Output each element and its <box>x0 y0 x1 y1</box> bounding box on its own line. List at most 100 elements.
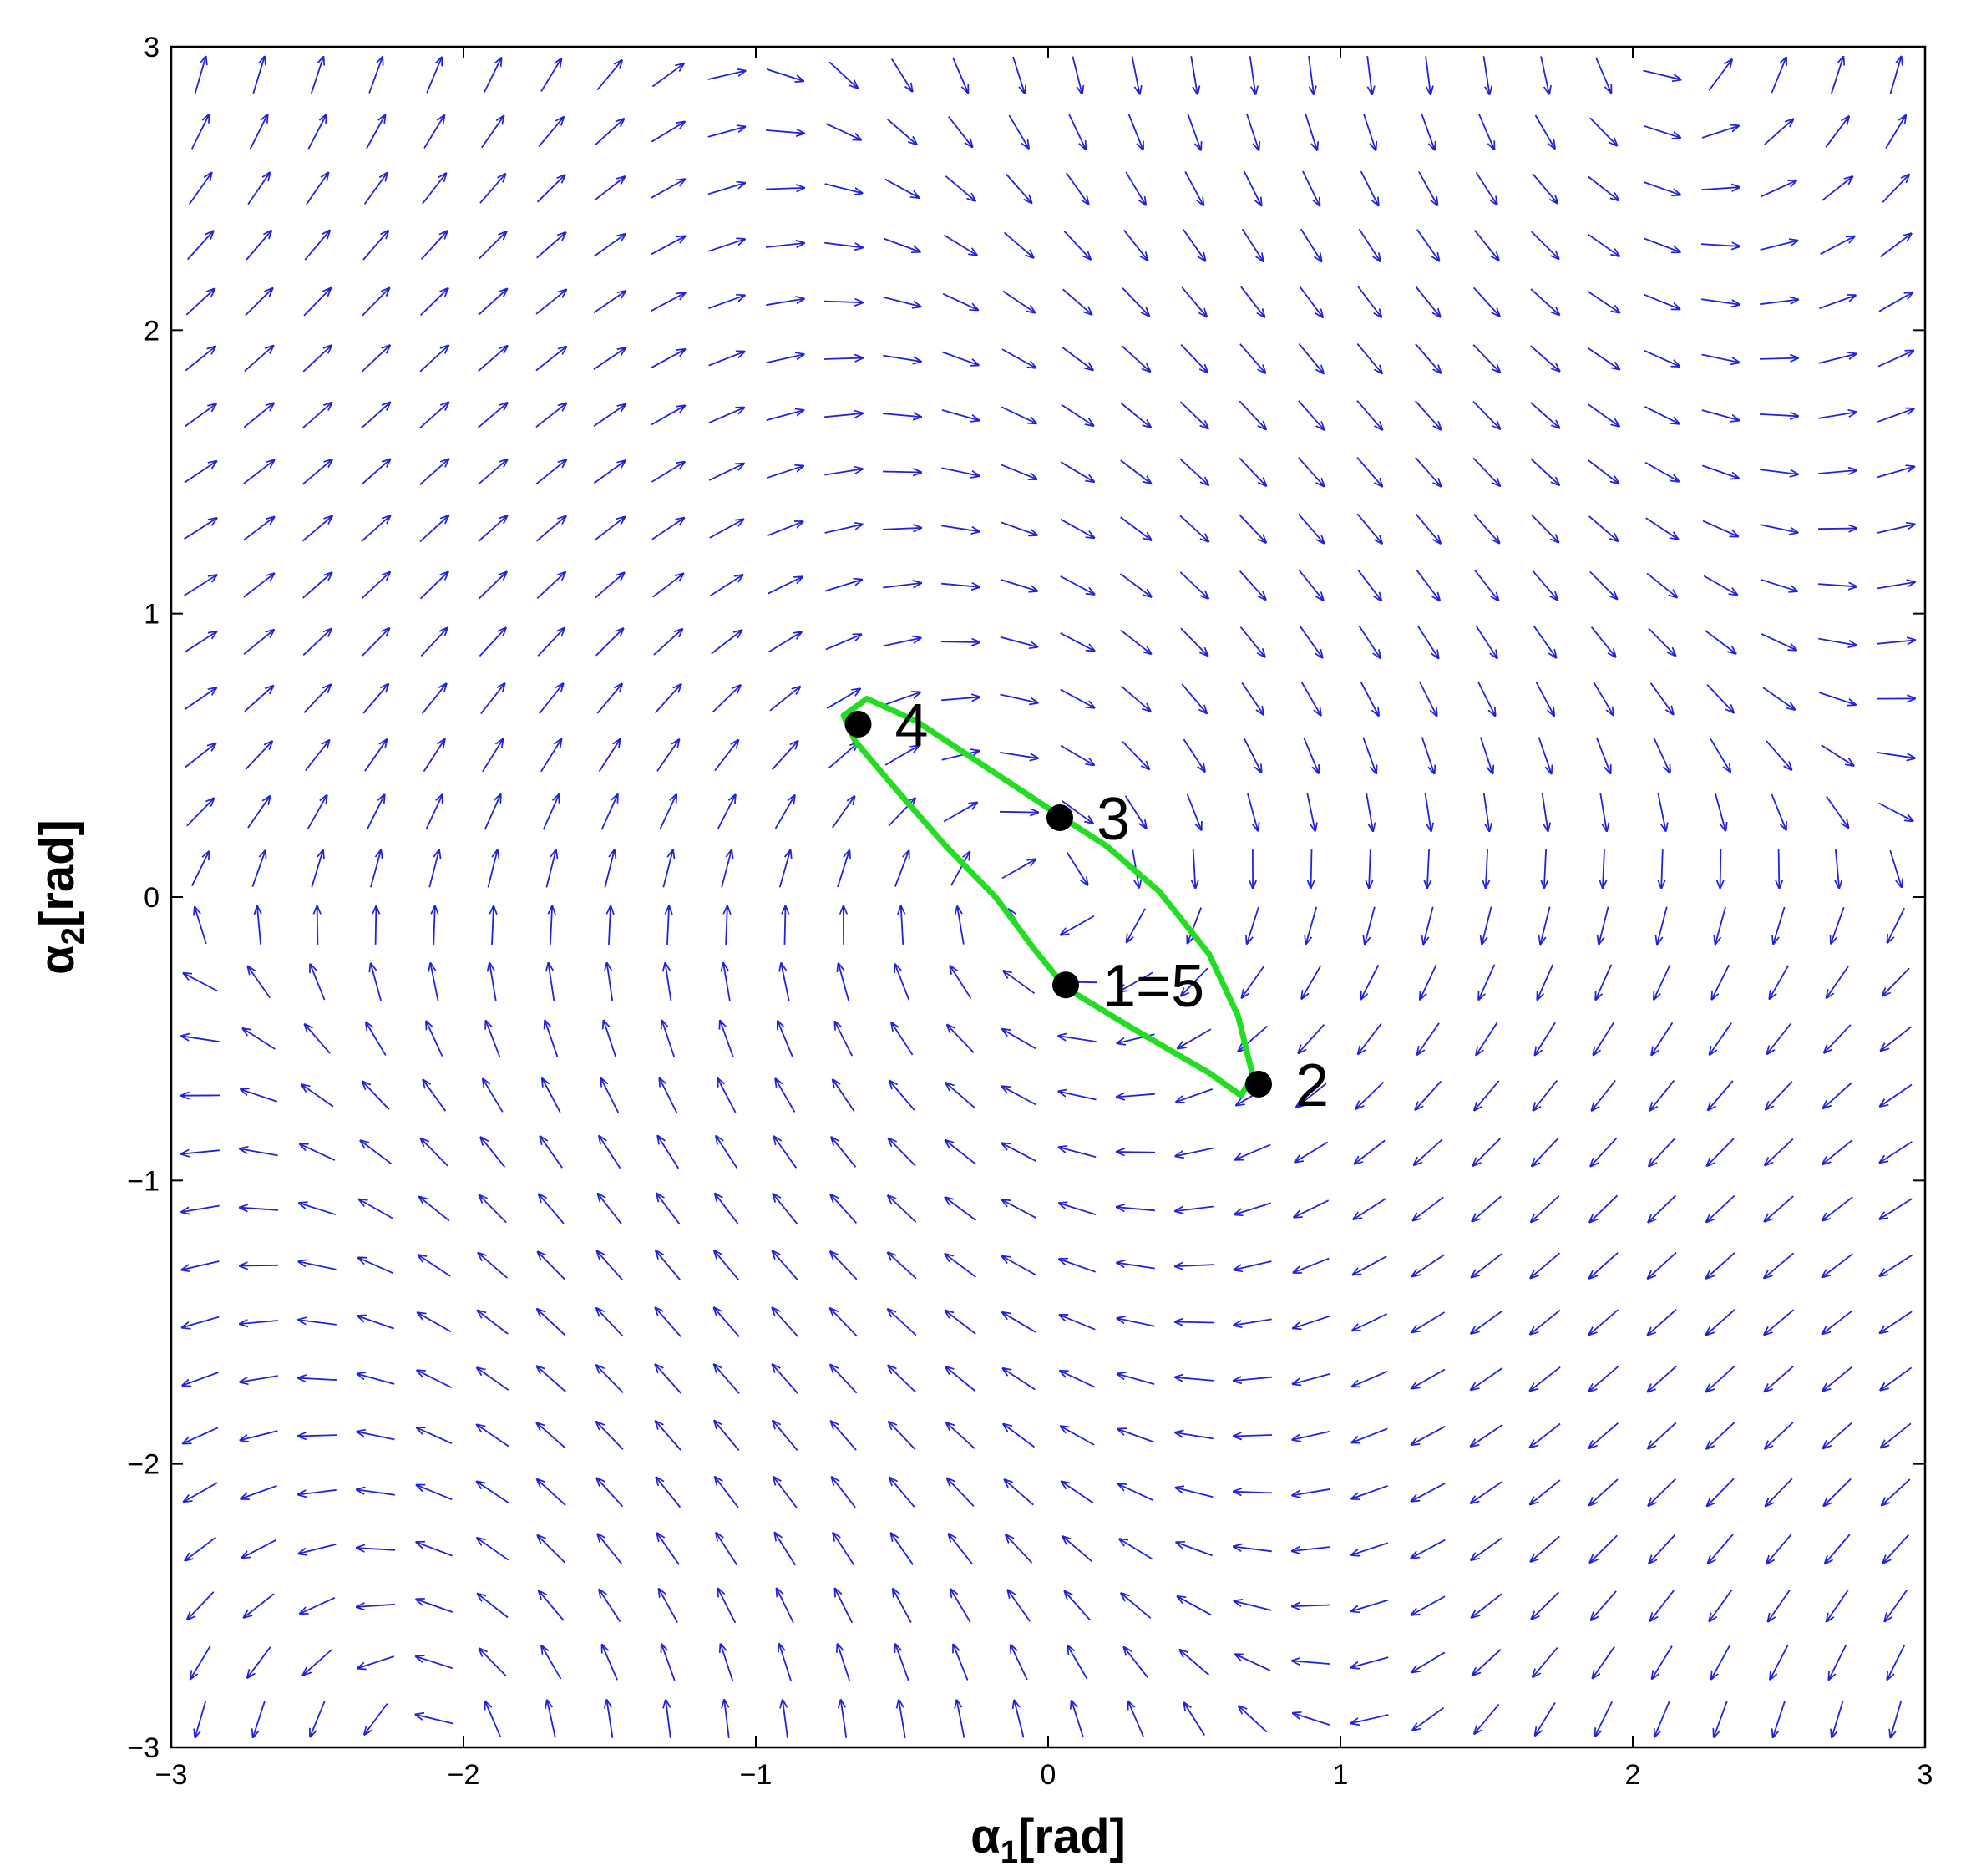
field-arrow <box>1117 1152 1156 1153</box>
field-arrow <box>1472 400 1500 429</box>
field-arrow <box>953 1645 969 1681</box>
field-arrow <box>1188 907 1203 944</box>
field-arrow <box>1351 1599 1389 1611</box>
field-arrow <box>1234 1435 1273 1437</box>
field-arrow <box>884 237 920 252</box>
field-arrow <box>1531 1252 1561 1278</box>
field-arrow <box>1760 300 1798 306</box>
field-arrow <box>594 177 625 201</box>
field-arrow <box>1418 681 1437 716</box>
field-arrow <box>1818 470 1857 474</box>
field-arrow <box>1533 1080 1558 1111</box>
field-arrow <box>542 1078 561 1113</box>
field-arrow <box>420 628 447 657</box>
field-arrow <box>299 1544 337 1554</box>
vector-field <box>181 56 1915 1738</box>
field-arrow <box>596 60 621 91</box>
field-arrow <box>184 461 216 484</box>
field-arrow <box>1352 1370 1388 1387</box>
field-arrow <box>1471 1480 1503 1503</box>
field-arrow <box>1059 1259 1097 1273</box>
field-arrow <box>1471 1537 1503 1560</box>
field-arrow <box>417 1485 453 1501</box>
field-arrow <box>363 173 388 205</box>
field-arrow <box>188 173 212 205</box>
field-arrow <box>1193 849 1196 888</box>
field-arrow <box>1822 1196 1853 1220</box>
field-arrow <box>1175 1265 1214 1266</box>
field-arrow <box>1882 1478 1911 1505</box>
field-arrow <box>298 1488 337 1495</box>
field-arrow <box>428 850 439 888</box>
field-arrow <box>545 1021 559 1057</box>
field-arrow <box>1530 1479 1561 1504</box>
field-arrow <box>1593 682 1614 716</box>
field-arrow <box>1535 1022 1556 1055</box>
field-arrow <box>596 1422 624 1450</box>
field-arrow <box>884 178 919 198</box>
field-arrow <box>1818 412 1856 419</box>
field-arrow <box>1296 1083 1327 1108</box>
field-arrow <box>1708 59 1731 91</box>
field-arrow <box>1472 457 1500 485</box>
field-arrow <box>1649 682 1674 714</box>
field-arrow <box>1415 457 1441 487</box>
field-arrow <box>1880 234 1912 258</box>
field-arrow <box>357 1489 395 1496</box>
field-arrow <box>540 739 561 773</box>
field-arrow <box>1587 347 1619 369</box>
field-arrow <box>421 1138 448 1167</box>
field-arrow <box>1475 171 1497 205</box>
field-arrow <box>240 1321 278 1324</box>
field-arrow <box>536 572 565 600</box>
field-arrow <box>1531 1194 1560 1222</box>
field-arrow <box>545 850 555 888</box>
field-arrow <box>535 290 566 315</box>
field-arrow <box>1877 640 1915 643</box>
field-arrow <box>479 1253 508 1279</box>
field-arrow <box>1239 400 1265 429</box>
field-arrow <box>300 1144 336 1161</box>
field-arrow <box>1649 1478 1677 1506</box>
field-arrow <box>948 116 972 147</box>
field-arrow <box>419 403 448 429</box>
field-arrow <box>362 684 388 714</box>
field-arrow <box>1877 582 1914 590</box>
field-arrow <box>1588 515 1619 541</box>
field-arrow <box>600 794 618 830</box>
field-arrow <box>598 1534 623 1564</box>
field-arrow <box>1472 1253 1502 1277</box>
field-arrow <box>184 1482 218 1502</box>
field-arrow <box>362 1082 390 1110</box>
field-arrow <box>661 1645 676 1681</box>
field-arrow <box>1765 1138 1794 1165</box>
field-arrow <box>1822 1253 1853 1277</box>
field-arrow <box>538 117 564 147</box>
field-arrow <box>721 1644 734 1681</box>
field-arrow <box>777 1589 794 1624</box>
field-arrow <box>1652 1645 1673 1679</box>
field-arrow <box>185 289 215 316</box>
field-arrow <box>1292 1547 1330 1551</box>
field-arrow <box>1822 1366 1853 1391</box>
field-arrow <box>1720 849 1721 888</box>
field-arrow <box>1176 1543 1213 1557</box>
field-arrow <box>1829 1645 1847 1680</box>
field-arrow <box>1889 57 1902 94</box>
field-arrow <box>423 1080 447 1112</box>
field-arrow <box>707 71 746 80</box>
field-arrow <box>243 574 274 598</box>
field-arrow <box>1360 170 1379 205</box>
field-arrow <box>1827 966 1849 998</box>
field-arrow <box>252 57 264 94</box>
field-arrow <box>301 516 332 542</box>
field-arrow <box>1708 1534 1734 1564</box>
field-arrow <box>1486 849 1487 888</box>
field-arrow <box>370 850 381 888</box>
field-arrow <box>720 1021 734 1057</box>
field-arrow <box>362 288 389 317</box>
field-arrow <box>1878 292 1913 312</box>
field-arrow <box>190 852 209 887</box>
field-arrow <box>1293 1315 1330 1328</box>
field-arrow <box>184 575 217 596</box>
